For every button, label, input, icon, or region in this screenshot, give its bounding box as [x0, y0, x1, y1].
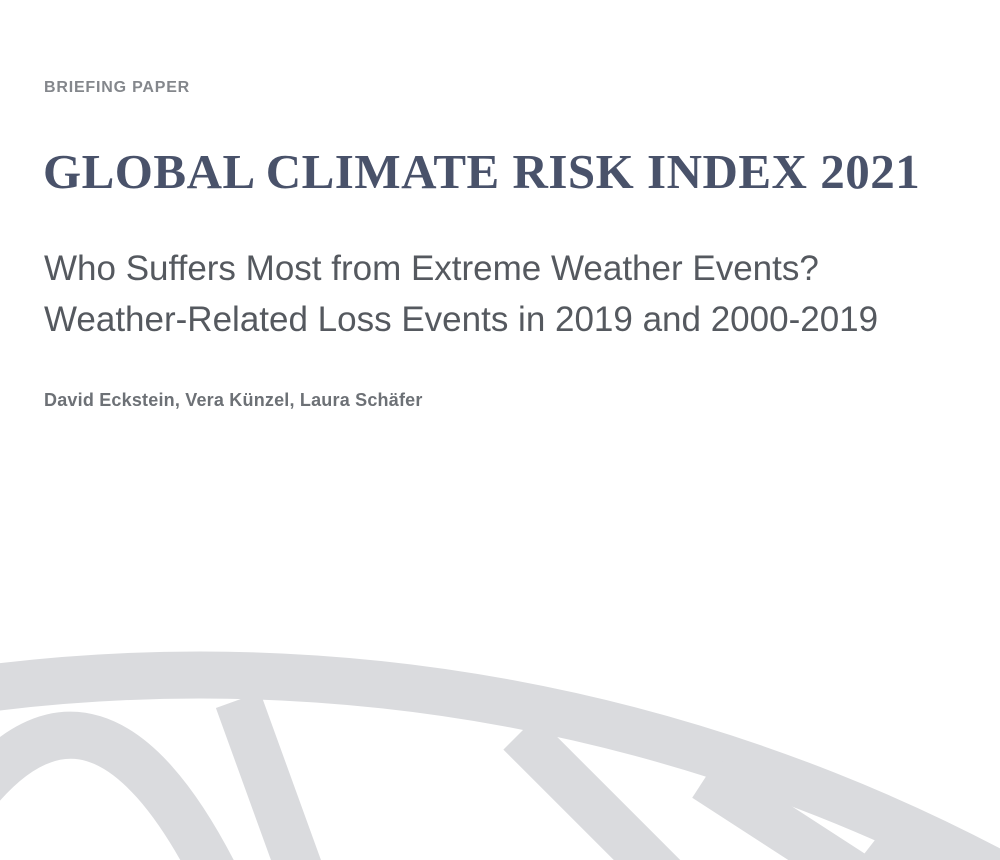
- subtitle-line-1: Who Suffers Most from Extreme Weather Ev…: [44, 249, 819, 288]
- page-title: GLOBAL CLIMATE RISK INDEX 2021: [43, 144, 921, 199]
- globe-horizon-arc: [0, 652, 1000, 860]
- page-subtitle: Who Suffers Most from Extreme Weather Ev…: [44, 243, 878, 345]
- document-type-label: BRIEFING PAPER: [44, 79, 191, 96]
- authors-line: David Eckstein, Vera Künzel, Laura Schäf…: [44, 390, 423, 410]
- subtitle-line-2: Weather-Related Loss Events in 2019 and …: [44, 300, 879, 339]
- globe-meridian-arc-3: [692, 758, 875, 860]
- globe-meridian-arc-4: [860, 821, 939, 860]
- globe-meridian-arc-cap: [0, 711, 234, 860]
- globe-meridian-arc-1: [215, 691, 321, 860]
